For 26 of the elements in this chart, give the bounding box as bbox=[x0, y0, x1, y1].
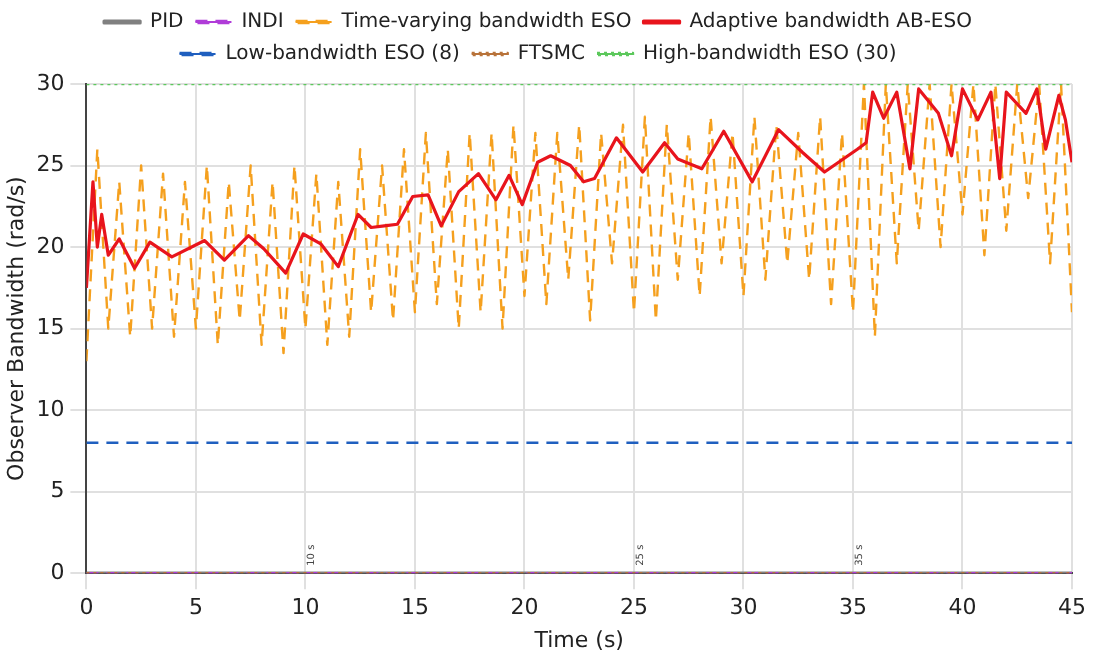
legend-label: Low-bandwidth ESO (8) bbox=[225, 43, 460, 66]
x-tick-label: 35 bbox=[838, 594, 867, 621]
x-axis-title: Time (s) bbox=[532, 626, 624, 653]
legend-label: PID bbox=[150, 11, 185, 34]
legend-label: FTSMC bbox=[517, 43, 586, 66]
y-axis-title: Observer Bandwidth (rad/s) bbox=[2, 176, 29, 481]
x-tick-label: 45 bbox=[1058, 594, 1086, 621]
x-tick-label: 30 bbox=[729, 594, 758, 621]
y-tick-label: 25 bbox=[36, 151, 65, 178]
x-tick-label: 10 bbox=[291, 594, 320, 621]
legend-label: High-bandwidth ESO (30) bbox=[642, 43, 897, 66]
x-tick-label: 15 bbox=[400, 594, 429, 621]
x-tick-label: 40 bbox=[948, 594, 977, 621]
x-tick-label: 0 bbox=[79, 594, 94, 621]
y-tick-label: 20 bbox=[36, 232, 65, 259]
y-tick-label: 0 bbox=[50, 558, 65, 585]
y-tick-label: 5 bbox=[50, 477, 65, 504]
legend-label: INDI bbox=[241, 11, 284, 34]
x-tick-label: 20 bbox=[510, 594, 539, 621]
y-tick-label: 30 bbox=[36, 69, 65, 96]
y-tick-label: 15 bbox=[36, 314, 65, 341]
x-tick-label: 5 bbox=[188, 594, 203, 621]
y-tick-label: 10 bbox=[36, 395, 65, 422]
legend-label: Time-varying bandwidth ESO bbox=[339, 11, 632, 34]
x-tick-label: 25 bbox=[619, 594, 648, 621]
legend-label: Adaptive bandwidth AB-ESO bbox=[689, 11, 973, 34]
